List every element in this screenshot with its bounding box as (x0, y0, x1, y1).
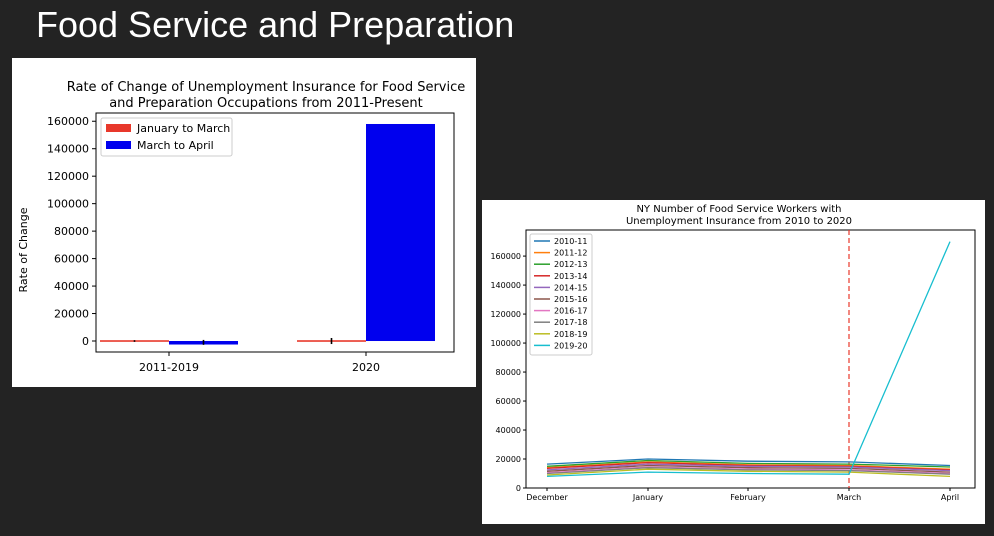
line-chart-legend: 2010-11 2011-12 2012-13 2013-14 2014-15 2015-… (529, 233, 593, 356)
x-tick-label: 2020 (352, 361, 380, 374)
y-tick-label: 120000 (47, 170, 89, 183)
legend-label: 2010-11 (554, 237, 587, 246)
series-line (546, 458, 951, 467)
series-line (546, 466, 951, 475)
series-line (546, 461, 951, 471)
legend-label: 2012-13 (554, 260, 587, 269)
legend-swatch (106, 141, 131, 149)
y-tick-label: 120000 (490, 310, 521, 319)
line-chart-frame (525, 229, 976, 489)
bar-chart: Rate of Change of Unemployment Insurance… (17, 80, 466, 374)
bar-chart-title-line-2: and Preparation Occupations from 2011-Pr… (109, 96, 423, 111)
y-tick-label: 20000 (496, 455, 521, 464)
bar (366, 123, 435, 342)
legend-label: 2017-18 (554, 318, 587, 327)
y-tick-label: 40000 (54, 280, 89, 293)
y-tick-label: 100000 (47, 198, 89, 211)
y-tick-label: 100000 (490, 339, 521, 348)
y-tick-label: 80000 (54, 225, 89, 238)
legend-label: 2011-12 (554, 249, 587, 258)
y-tick-label: 60000 (54, 253, 89, 266)
y-tick-label: 160000 (47, 115, 89, 128)
legend-swatch (106, 124, 131, 132)
series-line (546, 461, 951, 470)
y-tick-label: 140000 (47, 143, 89, 156)
x-tick-label: January (632, 493, 664, 502)
x-tick-label: February (730, 493, 766, 502)
bar-chart-legend: January to March March to April (100, 117, 233, 157)
legend-label: January to March (136, 122, 230, 135)
series-line (546, 459, 951, 468)
bar-chart-plot-area: 0 20000 40000 60000 80000 100000 120000 140000 1… (47, 112, 455, 374)
line-chart: NY Number of Food Service Workers with U… (490, 204, 976, 502)
y-tick-label: 40000 (496, 426, 521, 435)
legend-label: 2013-14 (554, 272, 587, 281)
legend-label: 2016-17 (554, 307, 587, 316)
x-tick-label: April (941, 493, 959, 502)
line-chart-panel: NY Number of Food Service Workers with U… (482, 200, 985, 524)
y-tick-label: 60000 (496, 397, 521, 406)
series-line (546, 463, 951, 472)
series-line (546, 467, 951, 475)
bar-chart-panel: Rate of Change of Unemployment Insurance… (12, 58, 476, 387)
bar-chart-frame (95, 112, 455, 353)
slide-title: Food Service and Preparation (36, 4, 515, 45)
legend-frame (100, 117, 233, 157)
bar-chart-y-axis-label: Rate of Change (17, 207, 30, 292)
series-line (546, 241, 951, 478)
legend-label: 2019-20 (554, 341, 587, 350)
y-tick-label: 160000 (490, 252, 521, 261)
y-tick-label: 0 (516, 484, 521, 493)
legend-label: 2014-15 (554, 283, 587, 292)
y-tick-label: 80000 (496, 368, 521, 377)
x-tick-label: December (526, 493, 568, 502)
series-line (546, 464, 951, 473)
y-tick-label: 20000 (54, 308, 89, 321)
legend-label: March to April (137, 139, 214, 152)
x-tick-label: March (837, 493, 861, 502)
legend-label: 2018-19 (554, 330, 587, 339)
line-chart-title-line-2: Unemployment Insurance from 2010 to 2020 (626, 216, 852, 227)
bar-chart-title-line-1: Rate of Change of Unemployment Insurance… (67, 80, 466, 95)
line-chart-title-line-1: NY Number of Food Service Workers with (636, 204, 841, 215)
y-tick-label: 0 (82, 335, 89, 348)
line-chart-plot-area: 0 20000 40000 60000 80000 100000 120000 140000 1… (490, 229, 976, 502)
x-tick-label: 2011-2019 (139, 361, 199, 374)
series-line (546, 468, 951, 478)
legend-label: 2015-16 (554, 295, 587, 304)
y-tick-label: 140000 (490, 281, 521, 290)
